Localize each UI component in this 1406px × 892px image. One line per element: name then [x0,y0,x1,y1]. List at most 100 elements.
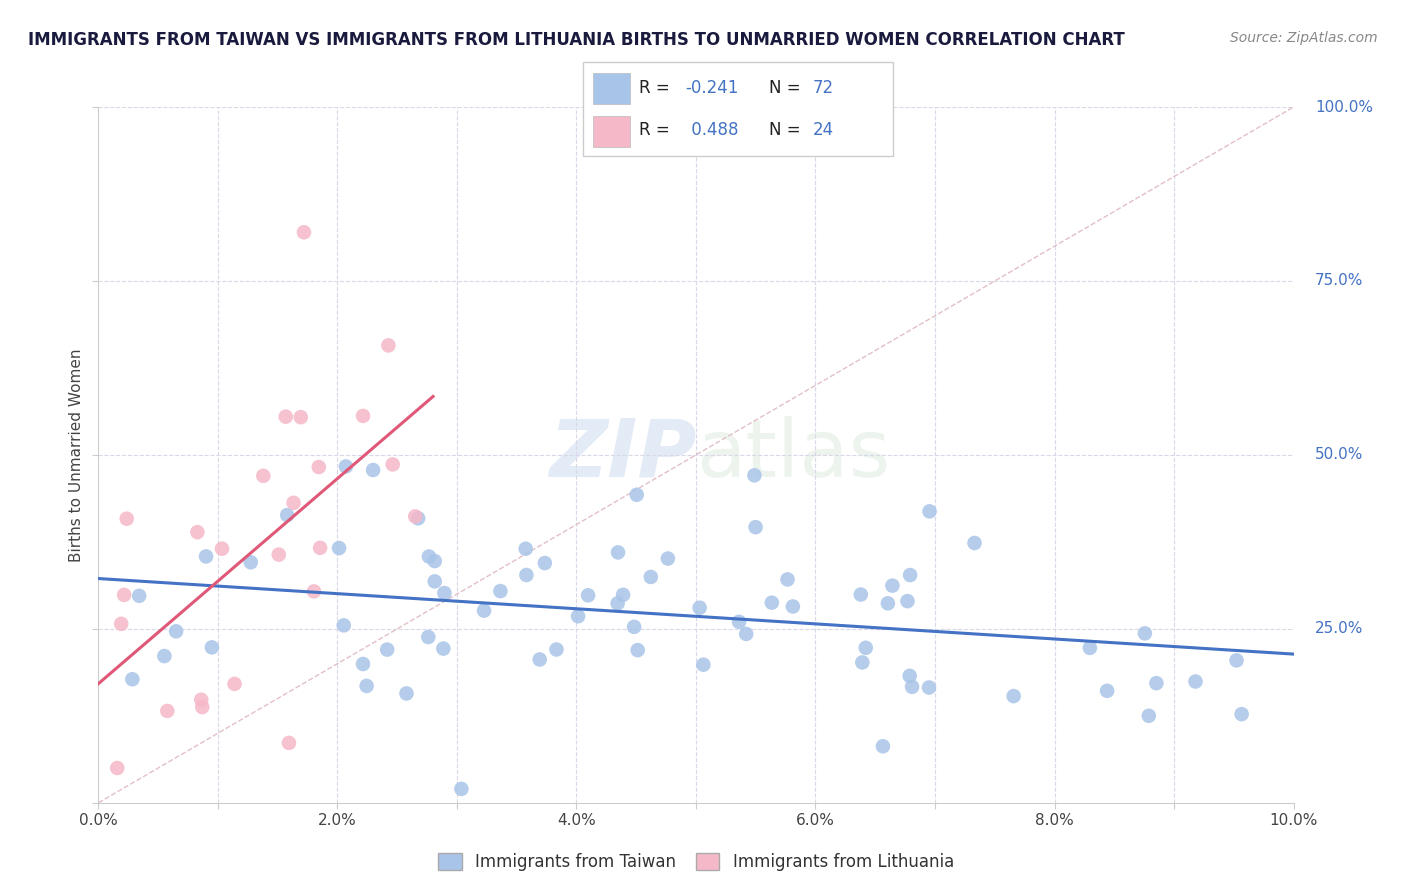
Point [567,609,589,624]
Point [308,460,330,475]
Text: 24: 24 [813,121,834,139]
Point [1002,689,1025,703]
Point [112,588,135,602]
Point [1225,653,1247,667]
FancyBboxPatch shape [593,116,630,147]
Point [744,468,766,483]
Text: 100.0%: 100.0% [1315,100,1374,114]
Point [963,536,986,550]
Point [211,541,233,556]
Point [689,600,711,615]
Point [395,686,418,700]
Text: ZIP: ZIP [548,416,696,494]
Point [201,640,224,655]
Point [156,704,179,718]
Text: R =: R = [640,121,675,139]
Point [418,630,440,644]
Point [276,508,298,522]
Point [640,570,662,584]
Point [534,556,557,570]
Point [195,549,218,564]
Point [309,541,332,555]
Point [191,700,214,714]
Text: N =: N = [769,121,806,139]
Point [352,409,374,423]
Point [1133,626,1156,640]
Point [851,656,873,670]
Text: IMMIGRANTS FROM TAIWAN VS IMMIGRANTS FROM LITHUANIA BIRTHS TO UNMARRIED WOMEN CO: IMMIGRANTS FROM TAIWAN VS IMMIGRANTS FRO… [28,31,1125,49]
Text: 50.0%: 50.0% [1315,448,1364,462]
Text: 0.488: 0.488 [686,121,738,139]
Point [224,677,246,691]
Point [728,615,751,629]
Point [186,525,208,540]
Point [855,640,877,655]
Point [105,761,128,775]
Point [612,588,634,602]
Point [1137,708,1160,723]
Point [115,511,138,525]
Point [735,627,758,641]
Point [356,679,378,693]
Point [918,681,941,695]
FancyBboxPatch shape [593,73,630,103]
Point [290,410,312,425]
Point [375,642,398,657]
Point [361,463,384,477]
Point [423,574,446,589]
FancyBboxPatch shape [583,62,893,156]
Point [283,496,305,510]
Point [896,594,918,608]
Point [121,672,143,686]
Point [529,652,551,666]
Point [627,643,650,657]
Point [332,618,354,632]
Point [278,736,301,750]
Point [404,509,426,524]
Point [472,604,495,618]
Point [898,669,921,683]
Point [292,225,315,239]
Text: atlas: atlas [696,416,890,494]
Point [165,624,187,639]
Text: Source: ZipAtlas.com: Source: ZipAtlas.com [1230,31,1378,45]
Point [190,692,212,706]
Point [744,520,766,534]
Point [872,739,894,754]
Point [1144,676,1167,690]
Point [1078,640,1101,655]
Point [432,641,454,656]
Text: 25.0%: 25.0% [1315,622,1364,636]
Point [546,642,568,657]
Point [1095,683,1118,698]
Point [657,551,679,566]
Point [849,588,872,602]
Point [876,596,898,610]
Legend: Immigrants from Taiwan, Immigrants from Lithuania: Immigrants from Taiwan, Immigrants from … [432,847,960,878]
Point [1184,674,1206,689]
Point [352,657,374,671]
Point [406,511,429,525]
Point [782,599,804,614]
Point [515,568,537,582]
Point [128,589,150,603]
Point [576,588,599,602]
Point [267,548,290,562]
Point [335,459,357,474]
Point [302,584,325,599]
Point [239,555,262,569]
Point [328,541,350,555]
Text: 75.0%: 75.0% [1315,274,1364,288]
Text: N =: N = [769,79,806,97]
Point [607,545,630,559]
Point [918,504,941,518]
Point [623,620,645,634]
Text: R =: R = [640,79,675,97]
Point [776,573,799,587]
Point [761,596,783,610]
Point [515,541,537,556]
Point [423,554,446,568]
Point [450,781,472,796]
Point [882,579,904,593]
Text: -0.241: -0.241 [686,79,740,97]
